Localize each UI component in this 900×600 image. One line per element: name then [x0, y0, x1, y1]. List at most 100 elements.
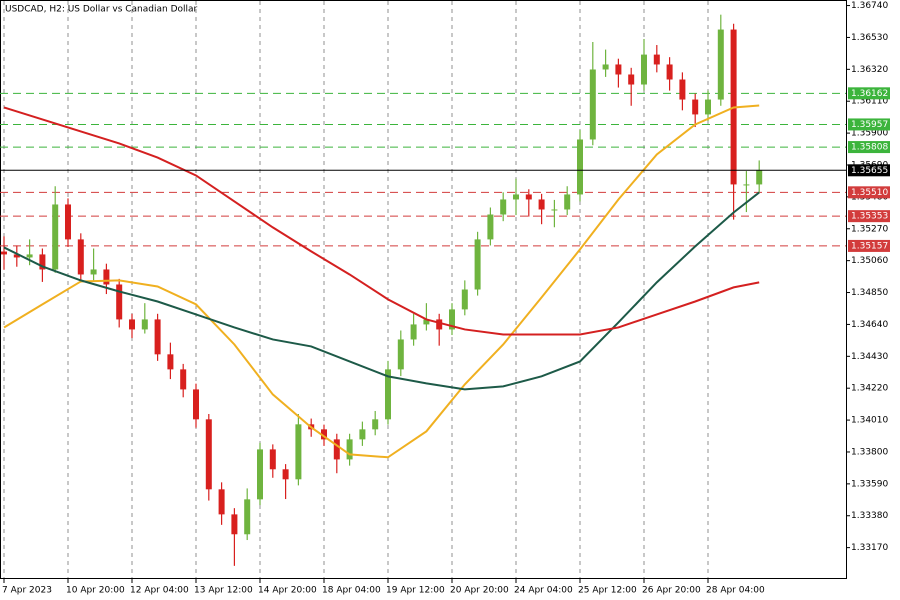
candle-body [436, 319, 443, 330]
candle-body [321, 429, 327, 440]
y-tick-label: 1.33170 [851, 543, 888, 553]
y-tick-label: 1.34010 [851, 416, 888, 426]
level-tag [848, 210, 890, 223]
candle-body [90, 269, 97, 275]
candle-body [193, 389, 199, 420]
candle-body [564, 194, 571, 210]
candle-body [385, 369, 391, 420]
x-tick-label: 10 Apr 20:00 [66, 586, 125, 596]
moving-average [3, 106, 760, 336]
candle-body [52, 204, 59, 270]
x-tick-label: 28 Apr 04:00 [706, 586, 765, 596]
candle-body [167, 354, 174, 370]
candle-body [666, 64, 673, 80]
x-tick-label: 18 Apr 04:00 [322, 586, 381, 596]
level-label: 1.35353 [851, 212, 888, 222]
candle-body [13, 254, 20, 258]
x-tick-label: 14 Apr 20:00 [258, 586, 317, 596]
moving-average [3, 191, 760, 391]
candle-body [397, 339, 404, 370]
candle-body [743, 184, 750, 186]
x-tick-label: 20 Apr 20:00 [450, 586, 509, 596]
candle-body [333, 439, 340, 460]
y-tick-label: 1.35270 [851, 224, 888, 234]
candle-body [525, 194, 532, 200]
y-tick-label: 1.35900 [851, 129, 888, 139]
level-label: 1.35808 [851, 143, 888, 153]
y-tick-label: 1.36530 [851, 33, 888, 43]
y-tick-label: 1.36110 [851, 97, 888, 107]
level-label: 1.35510 [851, 188, 888, 198]
level-tag [848, 186, 890, 199]
x-tick-label: 24 Apr 04:00 [514, 586, 573, 596]
candle-body [346, 439, 353, 460]
level-label: 1.35157 [851, 241, 888, 251]
candle-body [423, 319, 430, 325]
level-tag [848, 164, 890, 177]
x-tick-label: 25 Apr 12:00 [578, 586, 637, 596]
candle-body [641, 54, 647, 85]
candle-body [602, 64, 609, 70]
candle-body [257, 449, 263, 500]
candle-body [577, 139, 583, 195]
candle-body [231, 514, 238, 535]
candle-body [538, 199, 545, 210]
x-tick-label: 12 Apr 04:00 [130, 586, 189, 596]
level-tag [848, 87, 890, 100]
candle-body [282, 469, 289, 480]
candle-body [717, 29, 724, 100]
y-tick-label: 1.36320 [851, 65, 888, 75]
candle-body [116, 284, 123, 320]
candle-body [756, 170, 763, 185]
level-label: 1.35957 [851, 120, 888, 130]
candle-body [615, 64, 622, 75]
candle-body [141, 319, 148, 330]
x-tick-label: 7 Apr 2023 [2, 586, 52, 596]
y-tick-label: 1.33800 [851, 447, 888, 457]
candle-body [487, 214, 494, 240]
y-tick-label: 1.33380 [851, 511, 888, 521]
candle-body [218, 489, 225, 515]
candle-body [295, 424, 302, 480]
moving-average [3, 104, 760, 459]
candle-body [154, 319, 161, 355]
candle-body [244, 499, 251, 535]
candle-body [653, 54, 660, 65]
level-label: 1.36162 [851, 89, 888, 99]
candle-body [1, 251, 7, 255]
y-tick-label: 1.36740 [851, 1, 888, 11]
candle-body [359, 429, 366, 440]
candle-body [500, 199, 507, 215]
candle-body [205, 419, 212, 490]
candle-body [474, 239, 481, 290]
y-tick-label: 1.34220 [851, 384, 888, 394]
chart-title: USDCAD, H2: US Dollar vs Canadian Dollar [5, 5, 198, 15]
y-tick-label: 1.34430 [851, 352, 888, 362]
candle-body [65, 204, 71, 240]
candle-body [551, 209, 558, 211]
y-tick-label: 1.35060 [851, 256, 888, 266]
y-tick-label: 1.34850 [851, 288, 888, 298]
candle-body [679, 79, 686, 100]
candle-body [372, 419, 379, 430]
level-tag [848, 239, 890, 252]
candle-body [589, 69, 596, 140]
candle-body [513, 194, 519, 200]
y-tick-label: 1.33590 [851, 479, 888, 489]
candle-body [461, 289, 468, 310]
x-tick-label: 19 Apr 12:00 [386, 586, 445, 596]
candle-body [129, 319, 135, 330]
candle-body [26, 254, 33, 258]
candle-body [180, 369, 187, 390]
level-tag [848, 141, 890, 154]
candle-body [628, 74, 635, 85]
level-tag [848, 118, 890, 131]
candle-body [39, 254, 46, 270]
y-tick-label: 1.34640 [851, 320, 888, 330]
plot-frame [0, 0, 847, 579]
candle-body [705, 99, 711, 115]
candle-body [269, 449, 276, 470]
candle-body [103, 269, 110, 285]
x-tick-label: 26 Apr 20:00 [642, 586, 701, 596]
